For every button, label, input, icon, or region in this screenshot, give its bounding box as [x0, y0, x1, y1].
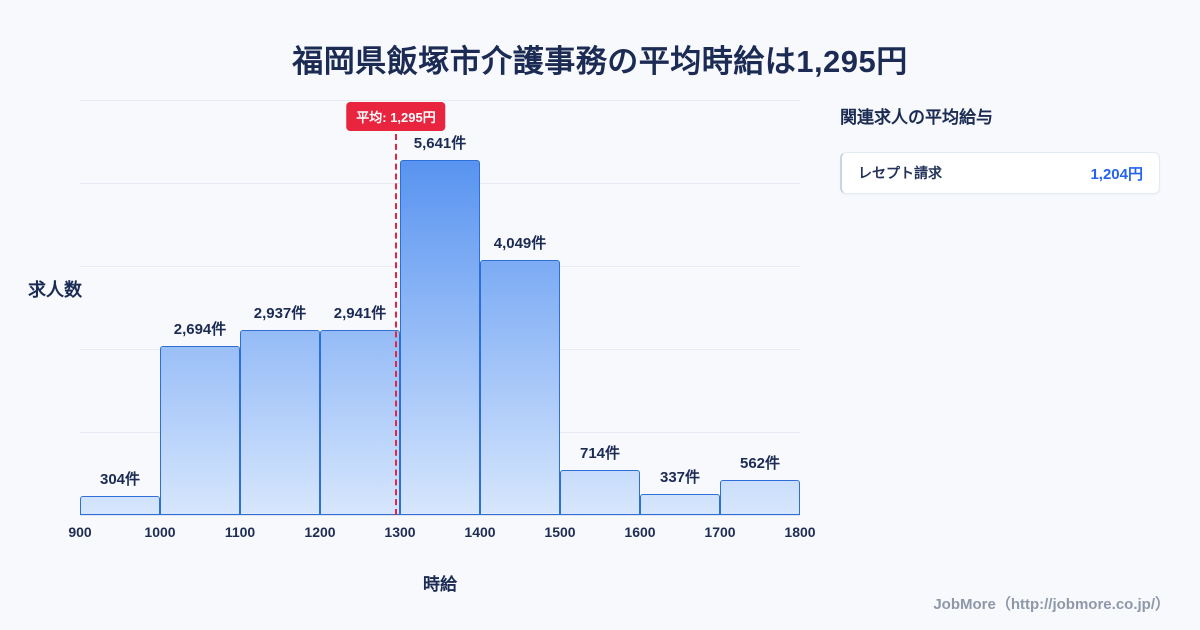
x-tick-label: 1700 — [704, 524, 736, 540]
side-panel-title: 関連求人の平均給与 — [840, 108, 993, 127]
related-job-card: レセプト請求 1,204円 — [840, 152, 1160, 194]
histogram-bar — [240, 330, 320, 515]
bar-value-label: 4,049件 — [493, 235, 547, 253]
histogram-bar — [320, 330, 400, 515]
bar-value-label: 2,694件 — [173, 320, 227, 338]
related-job-value: 1,204円 — [1090, 165, 1143, 183]
page-title: 福岡県飯塚市介護事務の平均時給は1,295円 — [292, 44, 908, 79]
x-tick-label: 900 — [68, 524, 92, 540]
mean-line — [395, 134, 397, 515]
related-job-label: レセプト請求 — [858, 165, 942, 181]
gridline — [80, 100, 800, 101]
histogram-bar — [560, 470, 640, 515]
histogram-bar — [400, 160, 480, 515]
bar-value-label: 337件 — [659, 468, 701, 486]
x-axis-label: 時給 — [423, 575, 457, 594]
bar-value-label: 304件 — [99, 470, 141, 488]
histogram-bar — [640, 493, 720, 515]
bar-value-label: 562件 — [739, 454, 781, 472]
histogram-bar — [160, 345, 240, 515]
histogram-bar — [720, 479, 800, 515]
x-tick-label: 1000 — [144, 524, 176, 540]
side-panel: 関連求人の平均給与 レセプト請求 1,204円 — [840, 103, 1160, 194]
x-tick-label: 1800 — [784, 524, 816, 540]
gridline — [80, 515, 800, 516]
bar-value-label: 2,937件 — [253, 305, 307, 323]
footer-credit: JobMore（http://jobmore.co.jp/） — [933, 596, 1170, 613]
histogram-bar — [80, 495, 160, 515]
x-tick-label: 1600 — [624, 524, 656, 540]
x-tick-label: 1400 — [464, 524, 496, 540]
bar-value-label: 714件 — [579, 445, 621, 463]
bar-value-label: 5,641件 — [413, 135, 467, 153]
x-tick-label: 1500 — [544, 524, 576, 540]
x-tick-label: 1200 — [304, 524, 336, 540]
histogram-plot: 平均: 1,295円 304件 2,694件 2,937件 2,941件 5,641件 4… — [68, 100, 816, 540]
x-tick-label: 1100 — [224, 524, 256, 540]
bar-value-label: 2,941件 — [333, 305, 387, 323]
y-axis-label: 求人数 — [28, 280, 82, 300]
mean-badge: 平均: 1,295円 — [346, 102, 446, 131]
histogram-bar — [480, 260, 560, 515]
x-tick-label: 1300 — [384, 524, 416, 540]
